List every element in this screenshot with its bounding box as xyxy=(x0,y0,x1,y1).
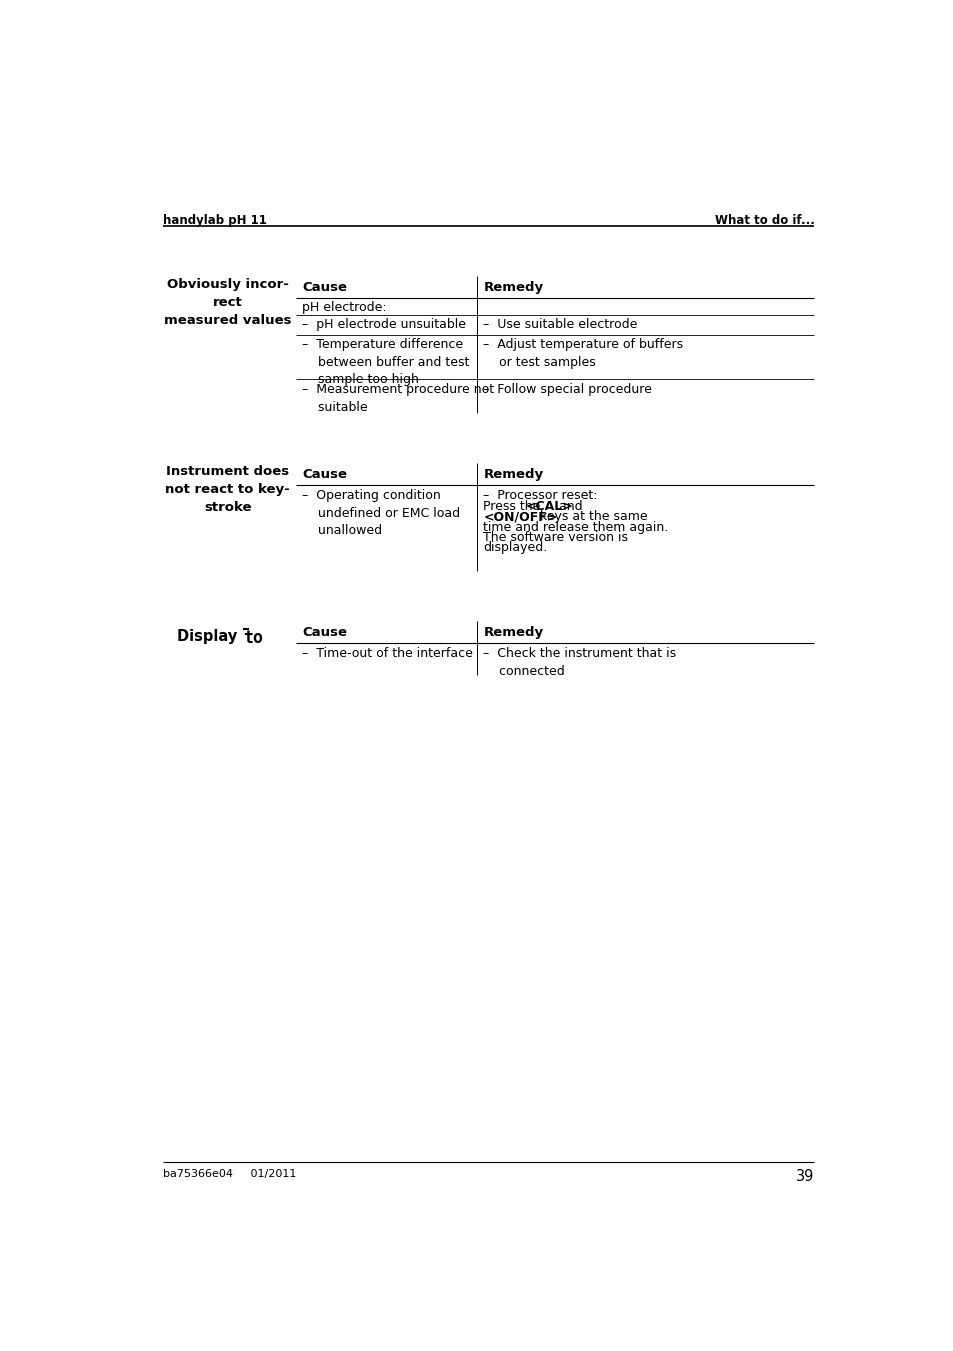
Text: –  Time-out of the interface: – Time-out of the interface xyxy=(302,647,473,661)
Text: What to do if...: What to do if... xyxy=(714,215,814,227)
Text: –  Processor reset:: – Processor reset: xyxy=(483,489,598,503)
Text: Cause: Cause xyxy=(302,626,347,639)
Text: handylab pH 11: handylab pH 11 xyxy=(163,215,267,227)
Text: Remedy: Remedy xyxy=(483,281,543,293)
Text: and: and xyxy=(555,500,582,513)
Text: pH electrode:: pH electrode: xyxy=(302,301,386,315)
Text: displayed.: displayed. xyxy=(483,542,547,554)
Text: Remedy: Remedy xyxy=(483,467,543,481)
Text: –  pH electrode unsuitable: – pH electrode unsuitable xyxy=(302,319,466,331)
Text: –  Check the instrument that is
    connected: – Check the instrument that is connected xyxy=(483,647,676,678)
Text: time and release them again.: time and release them again. xyxy=(483,520,668,534)
Text: ba75366e04     01/2011: ba75366e04 01/2011 xyxy=(163,1169,296,1179)
Text: Press the: Press the xyxy=(483,500,544,513)
Text: –  Use suitable electrode: – Use suitable electrode xyxy=(483,319,638,331)
Text: keys at the same: keys at the same xyxy=(531,511,646,523)
Text: Cause: Cause xyxy=(302,281,347,293)
Text: <ON/OFF>: <ON/OFF> xyxy=(483,511,558,523)
Text: Remedy: Remedy xyxy=(483,626,543,639)
Text: Instrument does
not react to key-
stroke: Instrument does not react to key- stroke xyxy=(165,465,290,513)
Text: <CAL>: <CAL> xyxy=(525,500,574,513)
Text: Cause: Cause xyxy=(302,467,347,481)
Text: to: to xyxy=(243,628,263,647)
Text: 39: 39 xyxy=(795,1169,814,1185)
Text: The software version is: The software version is xyxy=(483,531,628,544)
Text: –  Follow special procedure: – Follow special procedure xyxy=(483,384,652,396)
Text: –  Measurement procedure not
    suitable: – Measurement procedure not suitable xyxy=(302,384,494,413)
Text: –  Temperature difference
    between buffer and test
    sample too high: – Temperature difference between buffer … xyxy=(302,339,469,386)
Text: Display: Display xyxy=(177,628,242,643)
Text: –  Operating condition
    undefined or EMC load
    unallowed: – Operating condition undefined or EMC l… xyxy=(302,489,459,538)
Text: Obviously incor-
rect
measured values: Obviously incor- rect measured values xyxy=(164,277,292,327)
Text: –  Adjust temperature of buffers
    or test samples: – Adjust temperature of buffers or test … xyxy=(483,339,683,369)
